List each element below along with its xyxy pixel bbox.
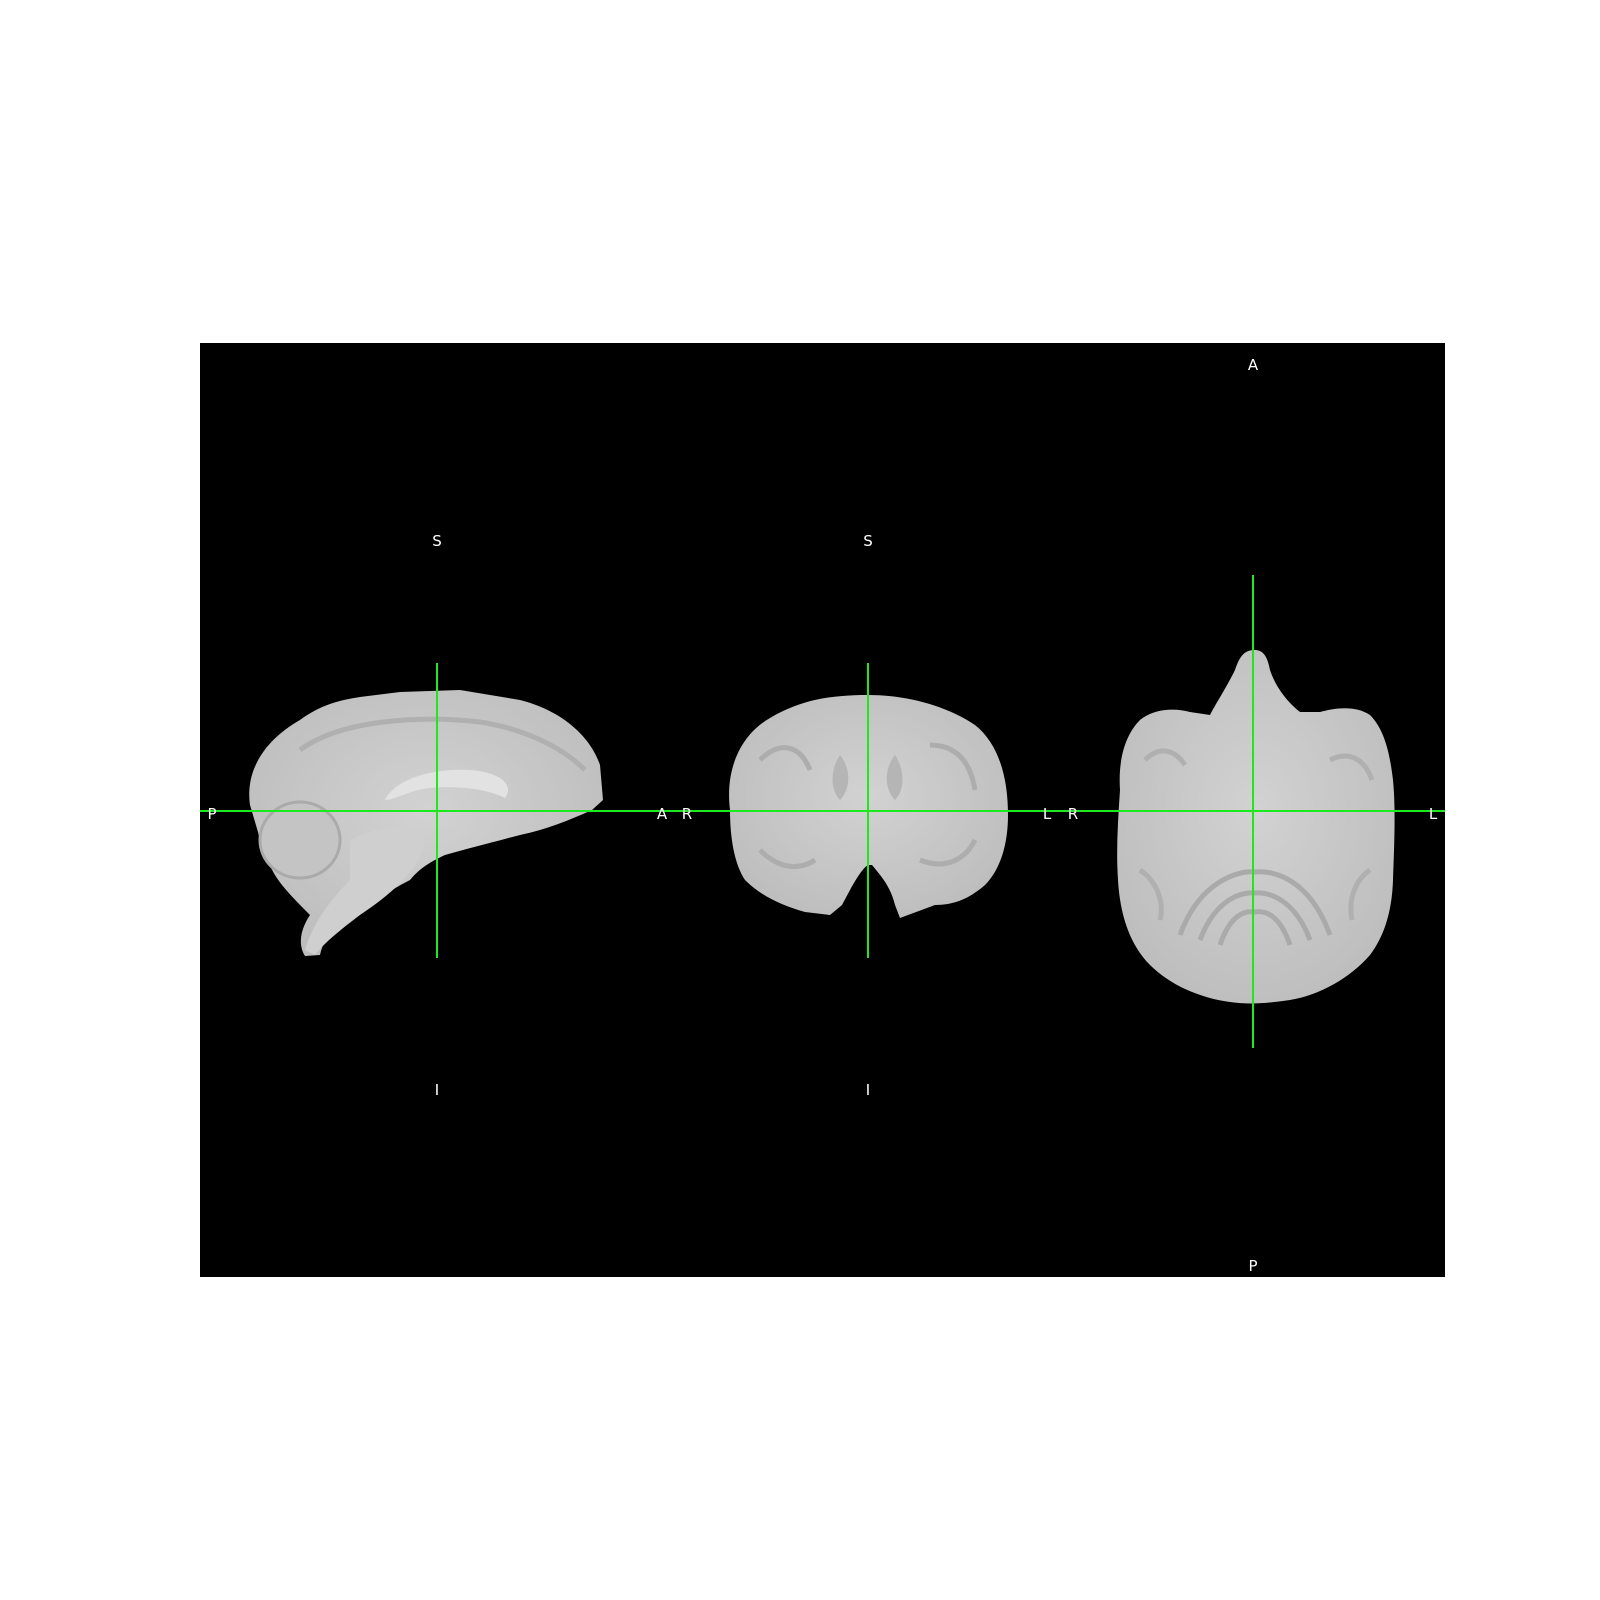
sagittal-label-bottom: I bbox=[435, 1081, 439, 1099]
sagittal-sulcus bbox=[298, 716, 587, 772]
coronal-ventricle-right bbox=[886, 755, 903, 800]
sagittal-brainstem bbox=[305, 826, 425, 955]
axial-view[interactable] bbox=[1117, 650, 1395, 1004]
axial-label-right: L bbox=[1429, 805, 1438, 823]
sagittal-corpus-callosum bbox=[385, 769, 509, 800]
coronal-label-right: L bbox=[1043, 805, 1052, 823]
coronal-label-left: R bbox=[682, 805, 692, 823]
sagittal-view[interactable] bbox=[249, 690, 603, 956]
coronal-label-bottom: I bbox=[866, 1081, 870, 1099]
sagittal-label-top: S bbox=[432, 532, 442, 550]
crosshair[interactable] bbox=[200, 575, 1445, 1048]
axial-gyri bbox=[1138, 748, 1375, 921]
sagittal-label-left: P bbox=[207, 805, 216, 823]
sagittal-label-right: A bbox=[657, 805, 668, 823]
sagittal-cerebellum bbox=[258, 800, 342, 880]
axial-label-left: R bbox=[1068, 805, 1078, 823]
sagittal-brain-slice bbox=[249, 690, 603, 956]
axial-label-bottom: P bbox=[1248, 1257, 1257, 1275]
axial-label-top: A bbox=[1248, 356, 1259, 374]
coronal-ventricle-left bbox=[832, 755, 849, 800]
axial-cerebellum-folia bbox=[1177, 869, 1333, 946]
coronal-label-top: S bbox=[863, 532, 873, 550]
coronal-gyri bbox=[758, 742, 978, 870]
